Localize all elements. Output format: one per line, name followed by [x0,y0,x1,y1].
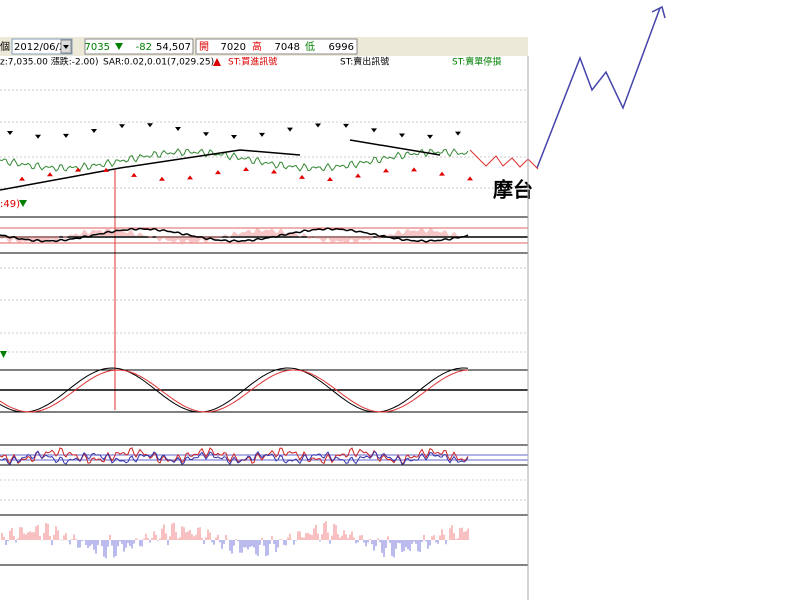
buy-marker [19,176,25,181]
buy-marker [75,167,81,172]
ohl-box [195,38,358,55]
close-legend: z:7,035.00 漲跌:-2.00) [0,57,99,68]
buy-marker [383,168,389,173]
sell-marker [203,132,209,137]
indicator-label: :49) [0,199,20,210]
down-arrow [19,200,27,207]
buy-marker [215,170,221,175]
buy-marker [299,174,305,179]
sell-marker [147,123,153,128]
sell-marker [7,130,13,135]
buy-marker [411,167,417,172]
sell-marker [455,131,461,136]
buy-marker [327,176,333,181]
buy-signal: ST:買進訊號 [228,56,277,68]
annotation: 摩台 [493,178,533,202]
indicator-line [0,227,469,243]
trend-line [0,149,301,191]
sell-signal: ST:賣出訊號 [340,56,389,68]
buy-marker [439,171,445,176]
sell-marker [287,127,293,132]
down-arrow [0,351,7,358]
sell-marker [371,128,377,133]
sell-marker [315,123,321,128]
sell-marker [231,134,237,139]
osc-line [0,450,469,466]
buy-marker [355,173,361,178]
change: -82 [136,42,152,53]
buy-marker [131,172,137,177]
buy-marker [47,172,53,177]
open-label: 開 [199,41,209,53]
buy-marker [103,167,109,172]
projection-zigzag [469,149,539,170]
low-label: 低 [305,40,315,53]
d-line [0,369,469,413]
sell-marker [63,133,69,138]
sell-marker [259,132,265,137]
indicator-area [0,227,468,245]
sell-marker [427,134,433,139]
sell-marker [175,126,181,131]
projection-line [536,7,661,169]
high: 7048 [275,42,300,53]
low: 6996 [329,42,354,53]
unit: 個 [0,40,10,53]
up-arrow [213,58,221,66]
sell-marker [119,124,125,129]
volume: 54,507 [156,42,191,53]
sell-marker [91,129,97,134]
buy-marker [243,167,249,172]
trend-line [349,139,441,156]
sar-legend: SAR:0.02,0.01(7,029.25) [103,58,214,68]
arrow-head [651,5,666,19]
price-line [0,148,469,172]
stop-loss: ST:賣單停損 [452,56,501,68]
sell-marker [35,134,41,139]
sell-marker [399,133,405,138]
buy-marker [467,176,473,181]
dropdown-arrow [63,45,69,49]
open: 7020 [221,42,246,53]
price: 7035 [85,42,110,53]
buy-marker [159,176,165,181]
k-line [0,367,469,413]
down-arrow [115,43,123,50]
osc-line [0,447,469,465]
buy-marker [187,175,193,180]
date-select[interactable] [11,38,73,55]
sell-marker [343,123,349,128]
quote-box [84,38,194,55]
date: 2012/06/22 [14,42,72,53]
buy-marker [271,169,277,174]
high-label: 高 [252,40,262,53]
